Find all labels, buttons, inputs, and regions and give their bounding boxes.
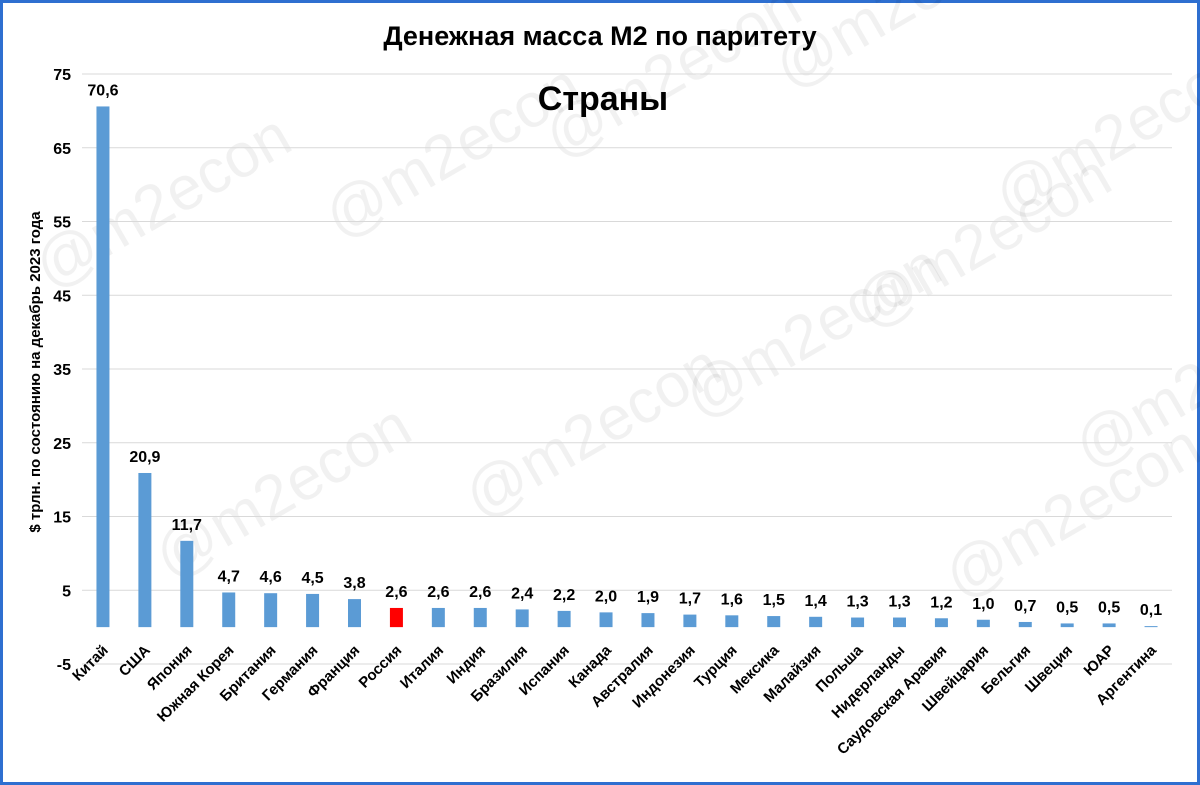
data-label-12: 2,0 <box>595 588 617 605</box>
bar-8 <box>431 607 445 628</box>
data-label-24: 0,5 <box>1098 599 1120 616</box>
data-label-23: 0,5 <box>1056 599 1078 616</box>
chart-subtitle: Страны <box>538 80 668 118</box>
data-label-5: 4,5 <box>301 570 323 587</box>
data-label-9: 2,6 <box>469 584 491 601</box>
y-tick-label-1: 65 <box>53 141 71 158</box>
watermark-6: @m2econ <box>763 0 1043 102</box>
y-tick-label-5: 25 <box>53 436 71 453</box>
data-label-4: 4,6 <box>260 569 282 586</box>
data-label-7: 2,6 <box>385 584 407 601</box>
y-tick-label-2: 55 <box>53 215 71 232</box>
data-label-0: 70,6 <box>87 82 118 99</box>
bar-1 <box>138 472 152 628</box>
bar-16 <box>767 616 781 628</box>
bar-17 <box>809 616 823 628</box>
category-label-0: Китай <box>69 642 112 685</box>
data-label-3: 4,7 <box>218 568 240 585</box>
bar-21 <box>976 619 990 628</box>
bar-6 <box>348 599 361 628</box>
data-label-14: 1,7 <box>679 591 701 608</box>
bar-2 <box>180 540 194 628</box>
bar-20 <box>934 618 948 628</box>
y-tick-label-4: 35 <box>53 362 71 379</box>
bar-24 <box>1102 623 1116 628</box>
category-label-7: Россия <box>356 642 406 692</box>
bar-9 <box>473 607 487 628</box>
bar-13 <box>641 613 655 628</box>
watermark-0: @m2econ <box>23 101 303 303</box>
y-tick-label-7: 5 <box>62 583 71 600</box>
data-label-19: 1,3 <box>888 594 910 611</box>
data-label-8: 2,6 <box>427 584 449 601</box>
data-label-13: 1,9 <box>637 589 659 606</box>
data-label-15: 1,6 <box>721 591 743 608</box>
y-tick-label-8: -5 <box>57 657 71 674</box>
bar-7 <box>389 607 403 628</box>
bar-25 <box>1144 626 1158 628</box>
bar-4 <box>264 593 278 628</box>
bar-23 <box>1060 623 1074 628</box>
bar-5 <box>306 593 320 628</box>
data-label-17: 1,4 <box>805 593 827 610</box>
data-label-16: 1,5 <box>763 592 785 609</box>
data-label-2: 11,7 <box>172 517 202 534</box>
y-axis-ticks: 75 65 55 45 35 25 15 5 -5 <box>53 67 71 674</box>
bar-0 <box>96 106 110 628</box>
data-label-20: 1,2 <box>930 594 952 611</box>
data-label-25: 0,1 <box>1140 602 1162 619</box>
bar-19 <box>893 617 906 628</box>
y-tick-label-0: 75 <box>53 67 71 84</box>
bar-14 <box>683 614 697 628</box>
bar-3 <box>222 592 236 628</box>
gridlines <box>82 73 1172 665</box>
category-label-1: США <box>116 642 154 680</box>
data-label-22: 0,7 <box>1014 598 1036 615</box>
category-label-8: Италия <box>397 642 447 692</box>
y-tick-label-6: 15 <box>53 510 71 527</box>
data-label-6: 3,8 <box>343 575 365 592</box>
y-tick-label-3: 45 <box>53 288 71 305</box>
data-labels: 70,6 20,9 11,7 4,7 4,6 4,5 3,8 2,6 2,6 2,6 2,4 2,2 2… <box>87 82 1162 619</box>
bar-15 <box>725 615 739 628</box>
bar-10 <box>515 609 529 628</box>
category-label-19: Нидерланды <box>828 642 908 722</box>
category-label-24: ЮАР <box>1081 642 1118 679</box>
bar-11 <box>557 610 571 628</box>
data-label-10: 2,4 <box>511 585 533 602</box>
bar-18 <box>851 617 865 628</box>
data-label-21: 1,0 <box>972 596 994 613</box>
bar-12 <box>599 612 613 628</box>
data-label-11: 2,2 <box>553 587 575 604</box>
data-label-1: 20,9 <box>129 449 160 466</box>
chart-title: Денежная масса М2 по паритету <box>383 21 816 51</box>
bars <box>96 106 1158 628</box>
y-axis-label: $ трлн. по состоянию на декабрь 2023 год… <box>27 211 44 533</box>
bar-22 <box>1018 621 1032 628</box>
data-label-18: 1,3 <box>846 594 868 611</box>
